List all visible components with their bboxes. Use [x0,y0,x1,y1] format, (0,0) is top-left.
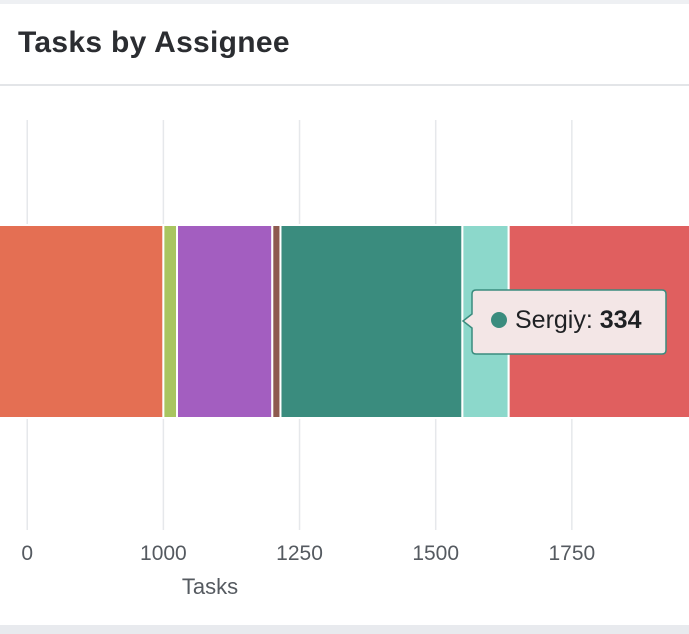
x-tick-label: 1500 [412,542,459,565]
x-tick-label: 0 [21,542,33,565]
card-footer-strip [0,625,689,634]
bar-segment[interactable] [176,224,274,419]
chart-title: Tasks by Assignee [18,26,290,59]
x-tick-label: 1000 [140,542,187,565]
bar-segments[interactable] [0,224,689,419]
svg-text:Sergiy: 334: Sergiy: 334 [515,306,642,334]
tooltip: Sergiy: 334 [461,289,667,355]
tooltip-value: 334 [600,306,642,334]
bar-segment[interactable] [271,224,282,419]
x-tick-label: 1750 [548,542,595,565]
x-axis-label: Tasks [182,574,238,599]
bar-segment[interactable] [162,224,178,419]
bar-segment[interactable] [0,224,165,419]
bar-segment-sergiy[interactable] [279,224,464,419]
x-tick-label: 1250 [276,542,323,565]
tooltip-series-name: Sergiy [515,306,586,334]
tooltip-series-dot [491,312,507,328]
card-header: Tasks by Assignee [0,4,689,86]
x-axis-ticks: 010001250150017502 [21,542,595,565]
